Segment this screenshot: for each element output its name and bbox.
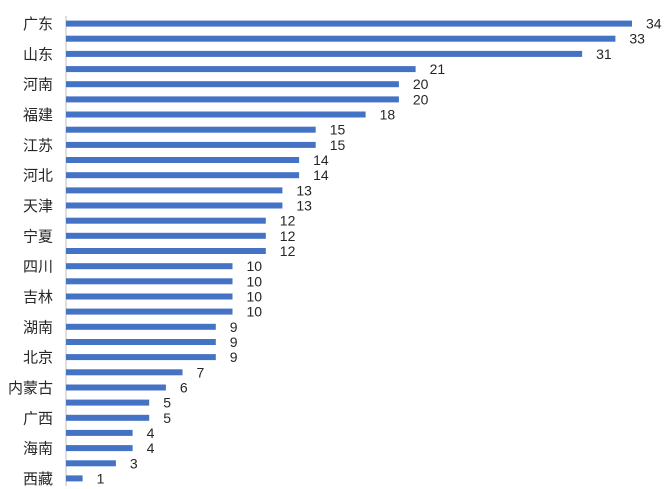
bar xyxy=(66,50,583,57)
data-label: 9 xyxy=(230,319,238,335)
bar xyxy=(66,414,150,421)
bar xyxy=(66,172,300,179)
bar xyxy=(66,232,266,239)
value-labels-group: 3433312120201815151414131312121210101010… xyxy=(97,16,662,487)
bar xyxy=(66,460,116,467)
data-label: 15 xyxy=(330,137,346,153)
data-label: 9 xyxy=(230,349,238,365)
bar xyxy=(66,81,399,88)
category-label: 天津 xyxy=(23,197,53,215)
bar xyxy=(66,248,266,254)
data-label: 6 xyxy=(180,380,188,396)
category-label: 湖南 xyxy=(23,318,53,336)
data-label: 12 xyxy=(280,228,296,244)
data-label: 20 xyxy=(413,76,429,92)
data-label: 9 xyxy=(230,334,238,350)
bar xyxy=(66,339,216,345)
bar xyxy=(66,66,416,73)
data-label: 33 xyxy=(629,31,645,47)
bar xyxy=(66,187,283,194)
data-label: 13 xyxy=(296,182,312,198)
bar xyxy=(66,141,316,148)
data-label: 10 xyxy=(247,273,263,289)
data-label: 5 xyxy=(163,410,171,426)
data-label: 4 xyxy=(147,440,155,456)
bar xyxy=(66,354,216,361)
data-label: 10 xyxy=(247,258,263,274)
data-label: 5 xyxy=(163,395,171,411)
category-label: 内蒙古 xyxy=(8,379,53,397)
category-label: 广东 xyxy=(23,15,53,33)
category-label: 福建 xyxy=(23,106,53,124)
category-label: 北京 xyxy=(23,349,53,367)
bar xyxy=(66,475,83,482)
bar xyxy=(66,323,216,330)
category-label: 宁夏 xyxy=(23,227,53,245)
bar xyxy=(66,217,266,224)
data-label: 21 xyxy=(430,61,446,77)
data-label: 10 xyxy=(247,304,263,320)
bar xyxy=(66,202,283,209)
category-label: 广西 xyxy=(23,409,53,427)
category-label: 江苏 xyxy=(23,136,53,154)
bar xyxy=(66,263,233,270)
data-label: 3 xyxy=(130,455,138,471)
data-label: 15 xyxy=(330,122,346,138)
bar xyxy=(66,126,316,133)
bar xyxy=(66,96,399,103)
bar xyxy=(66,384,166,391)
category-label: 吉林 xyxy=(23,288,53,306)
bar xyxy=(66,20,632,27)
data-label: 18 xyxy=(380,107,396,123)
data-label: 1 xyxy=(97,470,105,486)
data-label: 20 xyxy=(413,91,429,107)
bar xyxy=(66,429,133,436)
bar xyxy=(66,369,183,376)
data-label: 4 xyxy=(147,425,155,441)
bar xyxy=(66,293,233,300)
bar xyxy=(66,278,233,285)
bar xyxy=(66,35,616,42)
data-label: 34 xyxy=(646,16,662,32)
bar xyxy=(66,445,133,452)
category-label: 海南 xyxy=(23,440,53,458)
data-label: 14 xyxy=(313,152,329,168)
category-label: 河南 xyxy=(23,76,53,94)
bar xyxy=(66,399,150,406)
data-label: 7 xyxy=(197,364,205,380)
category-label: 山东 xyxy=(23,45,53,63)
data-label: 14 xyxy=(313,167,329,183)
data-label: 12 xyxy=(280,243,296,259)
data-label: 10 xyxy=(247,289,263,305)
bar xyxy=(66,111,366,118)
category-label: 四川 xyxy=(23,258,53,276)
data-label: 31 xyxy=(596,46,612,62)
category-label: 西藏 xyxy=(23,470,53,488)
data-label: 12 xyxy=(280,213,296,229)
bar xyxy=(66,308,233,315)
category-label: 河北 xyxy=(23,167,53,185)
bars-group xyxy=(66,20,632,482)
bar xyxy=(66,157,300,163)
data-label: 13 xyxy=(296,198,312,214)
